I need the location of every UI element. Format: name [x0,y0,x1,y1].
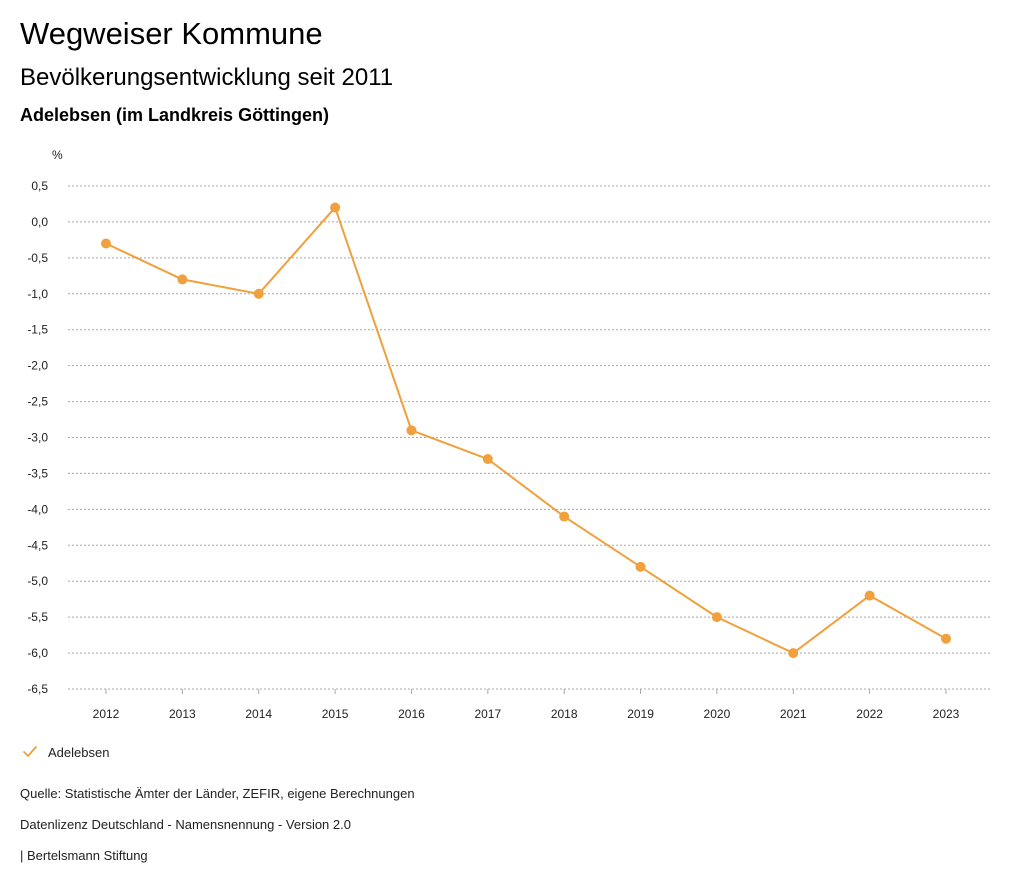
x-axis-ticks: 2012 2013 2014 2015 2016 2017 2018 2019 2020 2021… [93,689,960,721]
x-tick-label: 2021 [780,707,807,721]
x-tick-label: 2023 [933,707,960,721]
y-tick-label: -3,0 [27,431,48,445]
x-tick-label: 2019 [627,707,654,721]
grid-lines [68,185,990,690]
x-tick-label: 2016 [398,707,425,721]
y-tick-label: -1,0 [27,287,48,301]
data-point-2019[interactable] [635,561,646,572]
page-title: Wegweiser Kommune [20,16,323,51]
y-tick-label: 0,5 [31,179,48,193]
data-point-2015[interactable] [330,202,341,213]
line-chart: 0,5 0,0 -0,5 -1,0 -1,5 -2,0 -2,5 -3,0 -3,5 -4,0 -4… [27,148,990,721]
source-note: Quelle: Statistische Ämter der Länder, Z… [20,786,415,801]
data-point-2016[interactable] [406,425,417,436]
license-note: Datenlizenz Deutschland - Namensnennung … [20,817,351,832]
y-tick-label: -4,0 [27,502,48,516]
x-tick-label: 2013 [169,707,196,721]
region-label: Adelebsen (im Landkreis Göttingen) [20,105,330,125]
y-axis-ticks: 0,5 0,0 -0,5 -1,0 -1,5 -2,0 -2,5 -3,0 -3,5 -4,0 -4… [27,179,48,696]
data-point-2018[interactable] [559,511,570,522]
y-tick-label: -1,5 [27,323,48,337]
x-tick-label: 2020 [704,707,731,721]
series-line [105,206,947,655]
y-axis-unit-label: % [52,148,63,162]
data-point-2022[interactable] [864,590,875,601]
y-tick-label: -0,5 [27,251,48,265]
x-tick-label: 2017 [474,707,501,721]
data-point-2021[interactable] [788,648,799,659]
y-tick-label: -3,5 [27,466,48,480]
series-adelebsen [101,202,951,659]
x-tick-label: 2015 [322,707,349,721]
y-tick-label: -6,5 [27,682,48,696]
y-tick-label: -2,5 [27,395,48,409]
data-point-2020[interactable] [711,612,722,623]
data-point-2013[interactable] [177,274,188,285]
data-point-2012[interactable] [101,238,111,249]
publisher-note: | Bertelsmann Stiftung [20,848,148,863]
x-tick-label: 2022 [856,707,883,721]
y-tick-label: -5,0 [27,574,48,588]
legend-item-adelebsen[interactable]: Adelebsen [22,744,109,760]
y-tick-label: -2,0 [27,359,48,373]
x-tick-label: 2018 [551,707,578,721]
legend-label: Adelebsen [48,744,110,760]
data-point-2014[interactable] [253,288,264,299]
checkmark-icon [23,746,37,757]
y-tick-label: -6,0 [27,646,48,660]
chart-subtitle: Bevölkerungsentwicklung seit 2011 [20,64,394,91]
y-tick-label: -5,5 [27,610,48,624]
data-point-2017[interactable] [482,454,493,465]
data-point-2023[interactable] [941,633,951,644]
x-tick-label: 2012 [93,707,120,721]
x-tick-label: 2014 [245,707,272,721]
y-tick-label: -4,5 [27,538,48,552]
y-tick-label: 0,0 [31,215,48,229]
